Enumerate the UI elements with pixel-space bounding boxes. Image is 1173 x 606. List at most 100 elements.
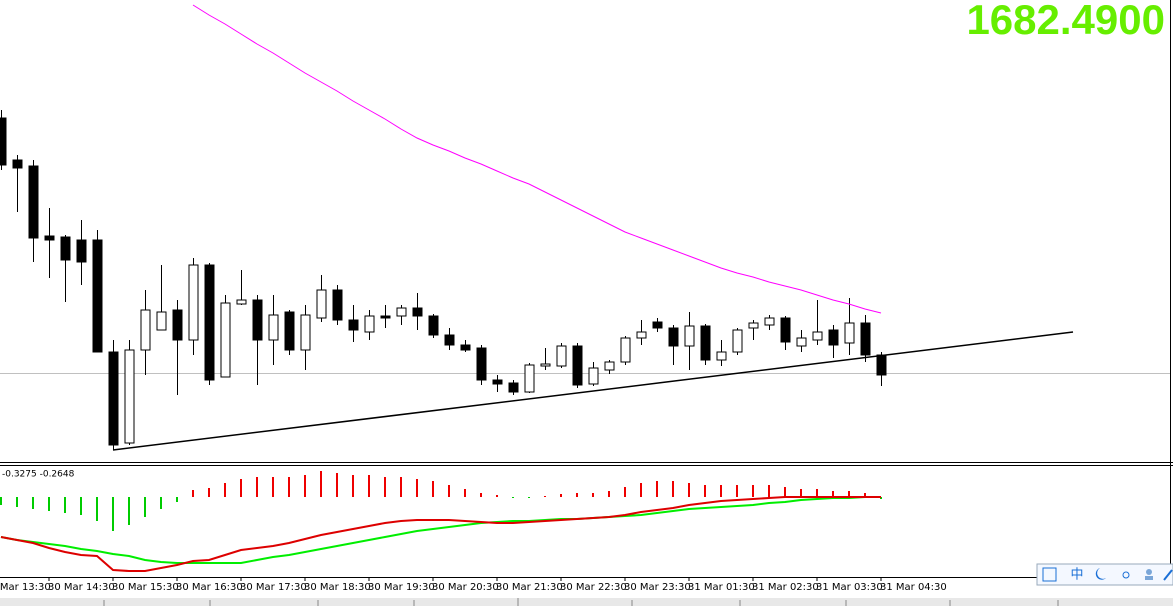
- histogram-bar: [336, 473, 338, 497]
- candle-body: [220, 302, 231, 378]
- histogram-bar: [800, 489, 802, 497]
- histogram-bar: [208, 488, 210, 497]
- histogram-bar: [32, 497, 34, 509]
- x-tick-label: 31 Mar 03:30: [816, 582, 883, 593]
- candle-body: [828, 329, 839, 346]
- candle-body: [732, 329, 743, 353]
- candle-body: [764, 317, 775, 326]
- ime-icon[interactable]: [1122, 571, 1130, 579]
- candle-body: [348, 319, 359, 331]
- ime-mode[interactable]: 中: [1070, 568, 1083, 583]
- x-tick-label: 30 Mar 20:30: [432, 582, 499, 593]
- histogram-bar: [736, 485, 738, 497]
- ime-icon[interactable]: [1095, 568, 1106, 580]
- histogram-bar: [704, 485, 706, 497]
- candle-body: [396, 307, 407, 317]
- histogram-bar: [368, 475, 370, 497]
- histogram-bar: [768, 485, 770, 497]
- histogram-bar: [48, 497, 50, 511]
- candle-body: [236, 299, 247, 305]
- x-tick-label: 30 Mar 21:30: [496, 582, 563, 593]
- histogram-bar: [64, 497, 66, 513]
- histogram-bar: [528, 497, 530, 498]
- ime-toolbar[interactable]: 中: [1036, 563, 1173, 586]
- candle-body: [540, 363, 551, 367]
- histogram-bar: [256, 477, 258, 497]
- candle-body: [700, 325, 711, 361]
- histogram-bar: [96, 497, 98, 521]
- histogram-bar: [0, 497, 2, 505]
- price-label: 1682.4900: [966, 0, 1165, 43]
- x-tick-label: 31 Mar 01:30: [688, 582, 755, 593]
- candle-body: [684, 325, 695, 347]
- candle-body: [636, 331, 647, 339]
- candle-body: [204, 264, 215, 381]
- histogram-bar: [640, 483, 642, 497]
- histogram-bar: [624, 487, 626, 497]
- candle-body: [60, 236, 71, 261]
- candle-body: [380, 315, 391, 319]
- ime-icon[interactable]: [1145, 576, 1153, 580]
- candle-body: [460, 344, 471, 351]
- ime-box: [1036, 563, 1173, 586]
- histogram-bar: [192, 490, 194, 497]
- tab-bar: [0, 598, 1173, 606]
- histogram-bar: [432, 481, 434, 497]
- trend-line: [112, 331, 1074, 451]
- candle-body: [492, 379, 503, 385]
- candle-body: [300, 314, 311, 351]
- candle-body: [44, 235, 55, 241]
- x-tick-label: 30 Mar 18:30: [304, 582, 371, 593]
- histogram-bar: [240, 479, 242, 497]
- histogram-bar: [400, 477, 402, 497]
- candle-body: [508, 382, 519, 393]
- indicator-label: -0.3275 -0.2648: [2, 470, 75, 480]
- histogram-bar: [416, 479, 418, 497]
- histogram-bar: [384, 477, 386, 497]
- histogram-bar: [304, 475, 306, 497]
- histogram-bar: [576, 493, 578, 497]
- candle-body: [316, 289, 327, 319]
- candle-body: [668, 327, 679, 347]
- candle-body: [156, 311, 167, 331]
- candle-body: [92, 239, 103, 353]
- candle-body: [716, 351, 727, 361]
- histogram-bar: [224, 483, 226, 497]
- x-tick-label: 30 Mar 17:30: [240, 582, 307, 593]
- histogram-bar: [464, 489, 466, 497]
- ime-icon[interactable]: [1042, 567, 1057, 582]
- indicator-line: [0, 496, 881, 572]
- candle-body: [476, 347, 487, 381]
- x-tick-label: 31 Mar 04:30: [880, 582, 947, 593]
- candle-body: [588, 367, 599, 385]
- candle-body: [796, 337, 807, 347]
- histogram-bar: [832, 491, 834, 497]
- histogram-bar: [288, 477, 290, 497]
- ime-icon[interactable]: [1163, 569, 1173, 581]
- candle-body: [188, 264, 199, 341]
- histogram-bar: [160, 497, 162, 509]
- indicator-line: [0, 496, 881, 564]
- histogram-bar: [272, 477, 274, 497]
- x-tick-label: 30 Mar 23:30: [624, 582, 691, 593]
- candle-body: [748, 322, 759, 329]
- moving-average: [192, 4, 882, 314]
- ime-icon[interactable]: [1146, 569, 1152, 575]
- histogram-bar: [720, 485, 722, 497]
- histogram-bar: [688, 483, 690, 497]
- histogram-bar: [512, 497, 514, 498]
- histogram-bar: [608, 491, 610, 497]
- histogram-bar: [496, 495, 498, 497]
- candle-body: [844, 322, 855, 344]
- x-tick-label: 31 Mar 02:30: [752, 582, 819, 593]
- candle-body: [652, 321, 663, 329]
- histogram-bar: [112, 497, 114, 531]
- candle-body: [876, 354, 887, 376]
- histogram-bar: [144, 497, 146, 517]
- candle-body: [604, 361, 615, 371]
- x-tick-label: 30 Mar 14:30: [48, 582, 115, 593]
- candle-body: [76, 239, 87, 263]
- candle-body: [860, 322, 871, 356]
- candle-body: [524, 364, 535, 393]
